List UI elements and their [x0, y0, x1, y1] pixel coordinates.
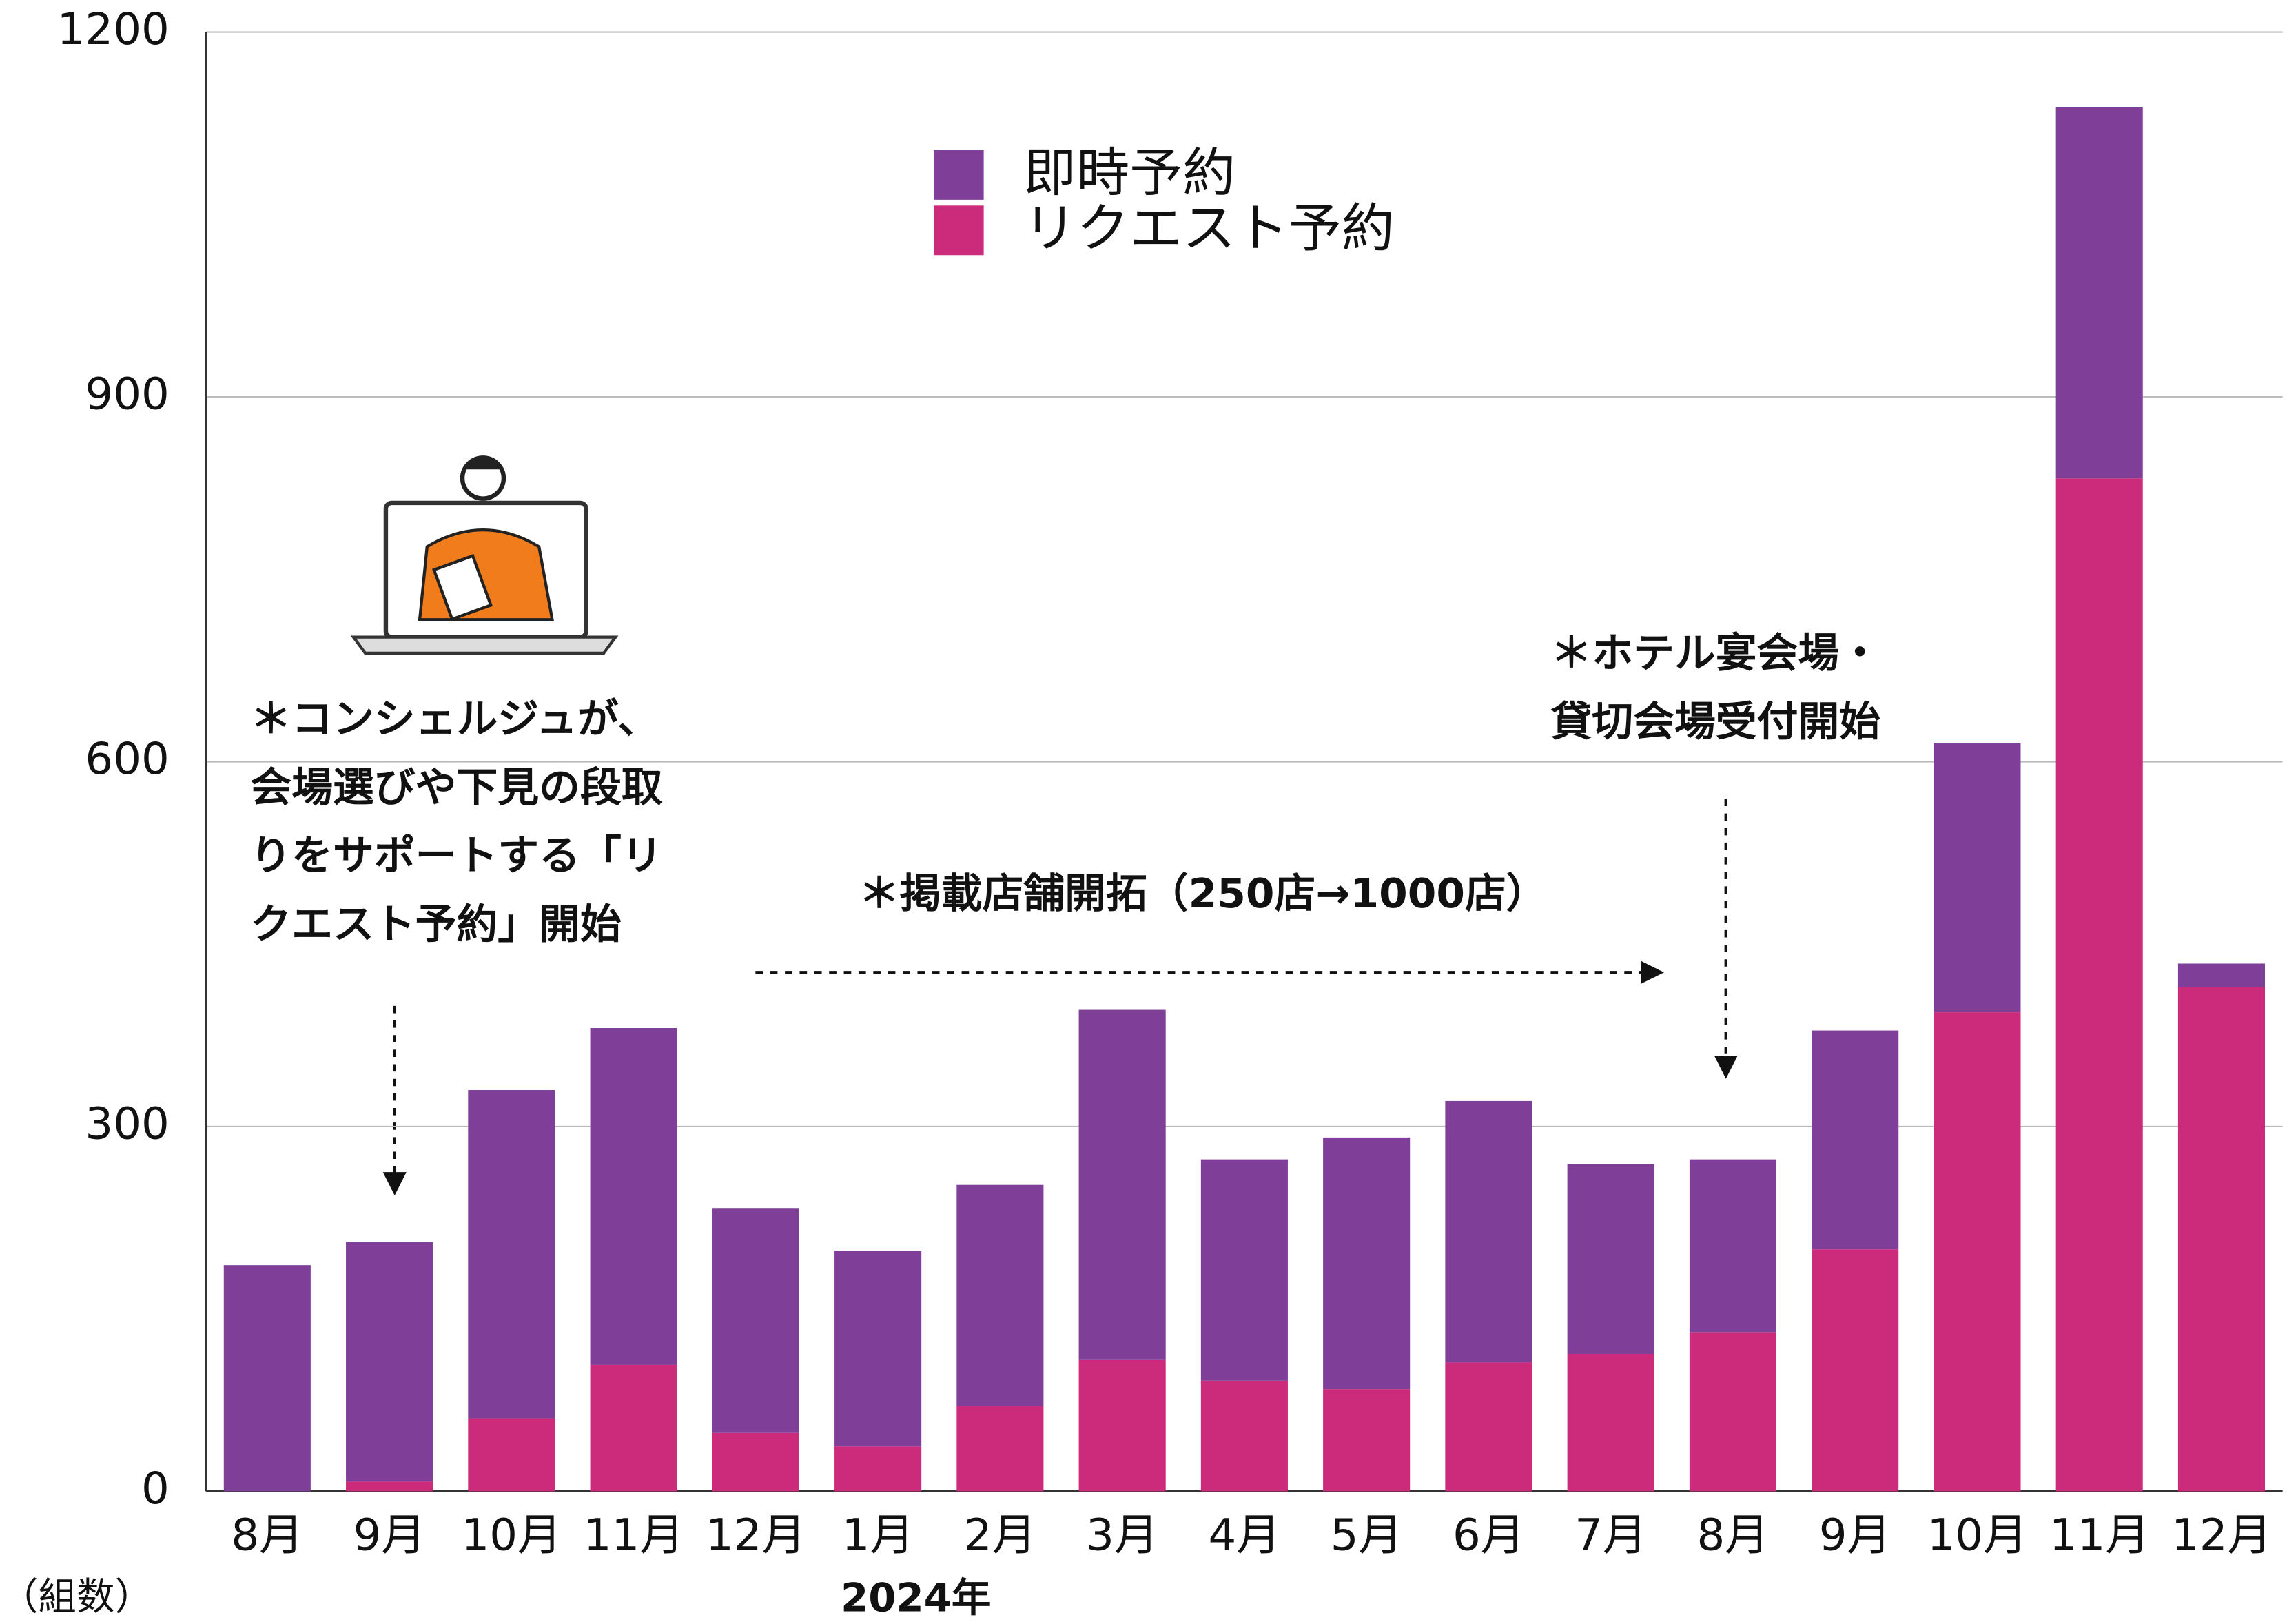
bar-segment: [1934, 1012, 2021, 1492]
y-axis-label: （組数）: [0, 1575, 153, 1619]
bar-segment: [1934, 743, 2021, 1013]
x-tick-label: 1月: [842, 1510, 914, 1561]
legend-swatch: [933, 205, 984, 256]
bar-segment: [1689, 1159, 1776, 1333]
bar-segment: [956, 1406, 1044, 1492]
annotation: 会場選びや下見の段取: [250, 764, 663, 812]
annotation: ＊掲載店舗開拓（250店→1000店）: [859, 871, 1548, 918]
y-tick-label: 600: [85, 734, 169, 785]
bar-segment: [2177, 987, 2266, 1492]
bar-segment: [1567, 1164, 1654, 1355]
y-tick-label: 900: [85, 369, 169, 420]
bar-segment: [468, 1090, 555, 1419]
bar-segment: [2055, 107, 2143, 479]
bar-segment: [712, 1208, 799, 1433]
bar-segment: [1445, 1100, 1532, 1363]
arrows: [382, 799, 1738, 1195]
x-tick-label: 5月: [1331, 1510, 1403, 1561]
bar-segment: [468, 1418, 555, 1492]
x-tick-label: 12月: [706, 1510, 806, 1561]
y-tick-label: 1200: [57, 4, 170, 55]
x-tick-label: 10月: [462, 1510, 562, 1561]
x-group-label: 2024年: [841, 1575, 991, 1621]
bar-segment: [590, 1028, 677, 1365]
x-tick-label: 9月: [353, 1510, 426, 1561]
annotation: 貸切会場受付開始: [1550, 699, 1880, 746]
bar-segment: [1689, 1332, 1776, 1492]
annotation: クエスト予約」開始: [250, 901, 621, 949]
bar-segment: [346, 1481, 433, 1492]
x-tick-label: 10月: [1927, 1510, 2028, 1561]
annotation: ＊ホテル宴会場・: [1550, 630, 1880, 677]
bar-segment: [1200, 1159, 1288, 1381]
illustration: [350, 455, 619, 655]
bar-segment: [1445, 1362, 1532, 1492]
x-tick-label: 12月: [2171, 1510, 2272, 1561]
bar-segment: [956, 1184, 1044, 1406]
x-tick-label: 6月: [1453, 1510, 1525, 1561]
legend-label: リクエスト予約: [1023, 198, 1395, 260]
bar-segment: [590, 1364, 677, 1492]
annotation: ＊コンシェルジュが、: [250, 696, 659, 743]
bar-segment: [223, 1265, 311, 1492]
bar-segment: [1078, 1009, 1166, 1360]
bar-segment: [1567, 1354, 1654, 1492]
legend-swatch: [933, 150, 984, 200]
bar-segment: [1323, 1137, 1411, 1390]
x-tick-label: 11月: [2049, 1510, 2150, 1561]
y-tick-label: 0: [141, 1463, 170, 1514]
bar-segment: [1200, 1380, 1288, 1492]
x-tick-label: 7月: [1575, 1510, 1647, 1561]
bar-segment: [346, 1242, 433, 1482]
x-tick-label: 9月: [1819, 1510, 1891, 1561]
legend-label: 即時予約: [1023, 143, 1235, 204]
bar-segment: [1323, 1389, 1411, 1492]
bar-segment: [1812, 1249, 1899, 1492]
bar-segment: [2177, 963, 2266, 987]
bar-segment: [1812, 1030, 1899, 1250]
annotation: りをサポートする「リ: [250, 833, 662, 881]
bar-segment: [712, 1432, 799, 1492]
x-tick-label: 11月: [584, 1510, 684, 1561]
bar-segment: [834, 1446, 922, 1492]
bar-segment: [834, 1251, 922, 1447]
bar-segment: [2055, 478, 2143, 1492]
x-tick-label: 8月: [231, 1510, 303, 1561]
x-tick-label: 3月: [1086, 1510, 1158, 1561]
x-tick-label: 2月: [964, 1510, 1036, 1561]
bar-segment: [1078, 1359, 1166, 1492]
x-tick-label: 8月: [1696, 1510, 1769, 1561]
x-tick-label: 4月: [1208, 1510, 1280, 1561]
y-tick-label: 300: [85, 1099, 169, 1150]
